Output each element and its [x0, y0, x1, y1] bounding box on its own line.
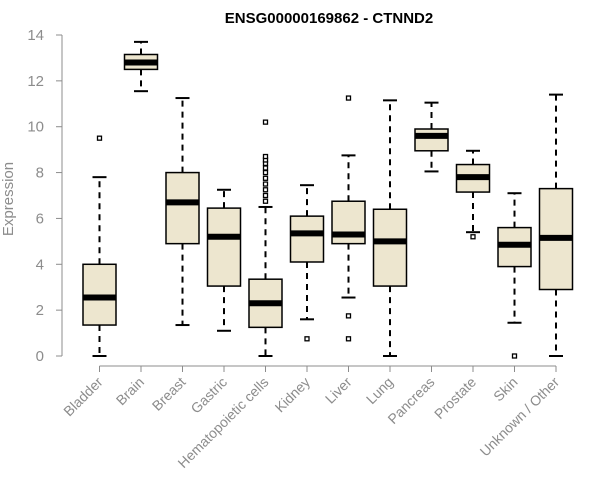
box — [206, 207, 242, 287]
outlier-point — [262, 198, 269, 204]
x-tick-label: Unknown / Other — [477, 374, 563, 460]
chart-title: ENSG00000169862 - CTNND2 — [225, 10, 433, 27]
y-tick-label: 14 — [27, 27, 44, 44]
outlier-point — [345, 95, 352, 101]
outliers — [96, 95, 518, 359]
outlier-point — [304, 336, 310, 342]
outlier-point — [345, 336, 352, 342]
outlier-point — [262, 169, 269, 176]
box — [165, 171, 200, 245]
box — [414, 128, 449, 152]
outlier-point — [262, 181, 269, 187]
outlier-point — [345, 313, 352, 319]
box — [289, 215, 325, 263]
x-tick-label: Liver — [322, 374, 355, 407]
outlier-point — [96, 135, 103, 141]
y-tick-label: 12 — [27, 73, 44, 90]
outlier-point — [262, 165, 269, 171]
y-tick-label: 8 — [36, 165, 44, 182]
boxes — [82, 53, 574, 329]
whiskers — [92, 40, 563, 357]
x-tick-label: Kidney — [272, 374, 314, 416]
y-tick-label: 2 — [36, 302, 44, 319]
y-tick-label: 10 — [27, 119, 44, 136]
y-tick-label: 6 — [36, 210, 44, 227]
y-tick-label: 0 — [36, 348, 44, 365]
outlier-point — [262, 119, 269, 125]
box — [372, 208, 408, 287]
x-tick-label: Prostate — [431, 374, 479, 422]
y-axis-label: Expression — [0, 162, 17, 236]
outlier-point — [262, 192, 269, 199]
x-tick-label: Breast — [149, 374, 189, 414]
outlier-point — [470, 234, 476, 240]
x-tick-label: Skin — [490, 374, 521, 405]
outlier-point — [262, 187, 269, 193]
x-tick-label: Brain — [113, 374, 147, 408]
outlier-point — [262, 175, 269, 181]
outlier-point — [511, 353, 518, 359]
y-tick-label: 4 — [36, 256, 44, 273]
x-tick-label: Lung — [363, 374, 396, 407]
y-axis: 0 2 4 6 8 10 12 14 — [27, 27, 63, 365]
outlier-point — [262, 153, 269, 160]
x-tick-label: Bladder — [60, 374, 106, 420]
